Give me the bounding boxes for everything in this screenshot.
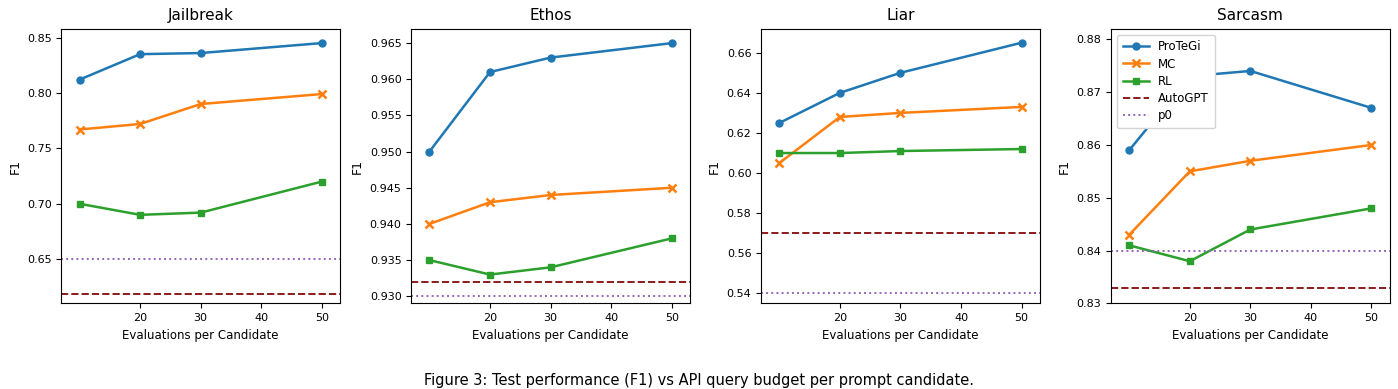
Y-axis label: F1: F1 [1058, 159, 1071, 173]
X-axis label: Evaluations per Candidate: Evaluations per Candidate [822, 329, 979, 342]
Title: Jailbreak: Jailbreak [168, 8, 233, 23]
X-axis label: Evaluations per Candidate: Evaluations per Candidate [1172, 329, 1328, 342]
Y-axis label: F1: F1 [709, 159, 721, 173]
Title: Liar: Liar [886, 8, 914, 23]
Y-axis label: F1: F1 [8, 159, 21, 173]
Y-axis label: F1: F1 [351, 159, 363, 173]
X-axis label: Evaluations per Candidate: Evaluations per Candidate [123, 329, 280, 342]
Text: Figure 3: Test performance (F1) vs API query budget per prompt candidate.: Figure 3: Test performance (F1) vs API q… [424, 373, 974, 388]
Legend: ProTeGi, MC, RL, AutoGPT, p0: ProTeGi, MC, RL, AutoGPT, p0 [1117, 35, 1215, 128]
X-axis label: Evaluations per Candidate: Evaluations per Candidate [473, 329, 629, 342]
Title: Sarcasm: Sarcasm [1218, 8, 1283, 23]
Title: Ethos: Ethos [530, 8, 572, 23]
